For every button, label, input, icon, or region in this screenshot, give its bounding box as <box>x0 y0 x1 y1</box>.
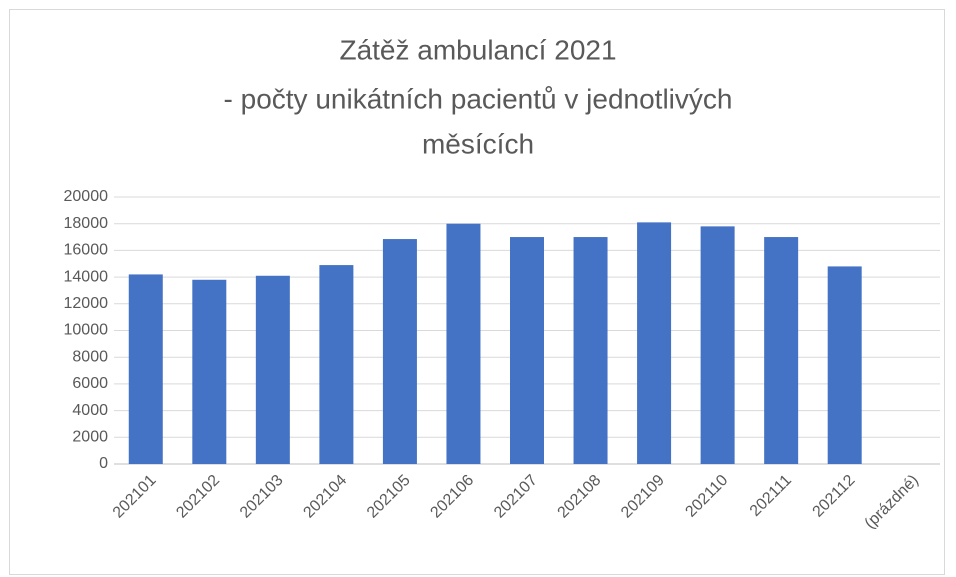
y-tick-label: 18000 <box>64 215 109 232</box>
bar <box>637 222 672 464</box>
bar <box>128 274 163 464</box>
chart-title: Zátěž ambulancí 2021 <box>339 34 616 65</box>
y-tick-label: 12000 <box>64 295 109 312</box>
bar <box>382 239 417 464</box>
bar <box>446 223 481 464</box>
bar <box>764 237 799 464</box>
y-tick-label: 16000 <box>64 242 109 259</box>
chart-title: měsících <box>422 128 534 159</box>
bar <box>192 279 227 464</box>
y-tick-label: 20000 <box>64 188 109 205</box>
bar <box>827 266 862 464</box>
y-tick-label: 8000 <box>72 348 108 365</box>
y-tick-label: 2000 <box>72 429 108 446</box>
y-tick-label: 14000 <box>64 268 109 285</box>
y-tick-label: 10000 <box>64 322 109 339</box>
y-tick-label: 4000 <box>72 402 108 419</box>
chart-title: - počty unikátních pacientů v jednotlivý… <box>224 83 733 114</box>
bar <box>700 226 735 464</box>
y-tick-label: 0 <box>99 455 108 472</box>
bar <box>573 237 608 464</box>
bar <box>510 237 544 464</box>
bar <box>319 265 354 464</box>
y-tick-label: 6000 <box>72 375 108 392</box>
bar <box>255 275 290 464</box>
